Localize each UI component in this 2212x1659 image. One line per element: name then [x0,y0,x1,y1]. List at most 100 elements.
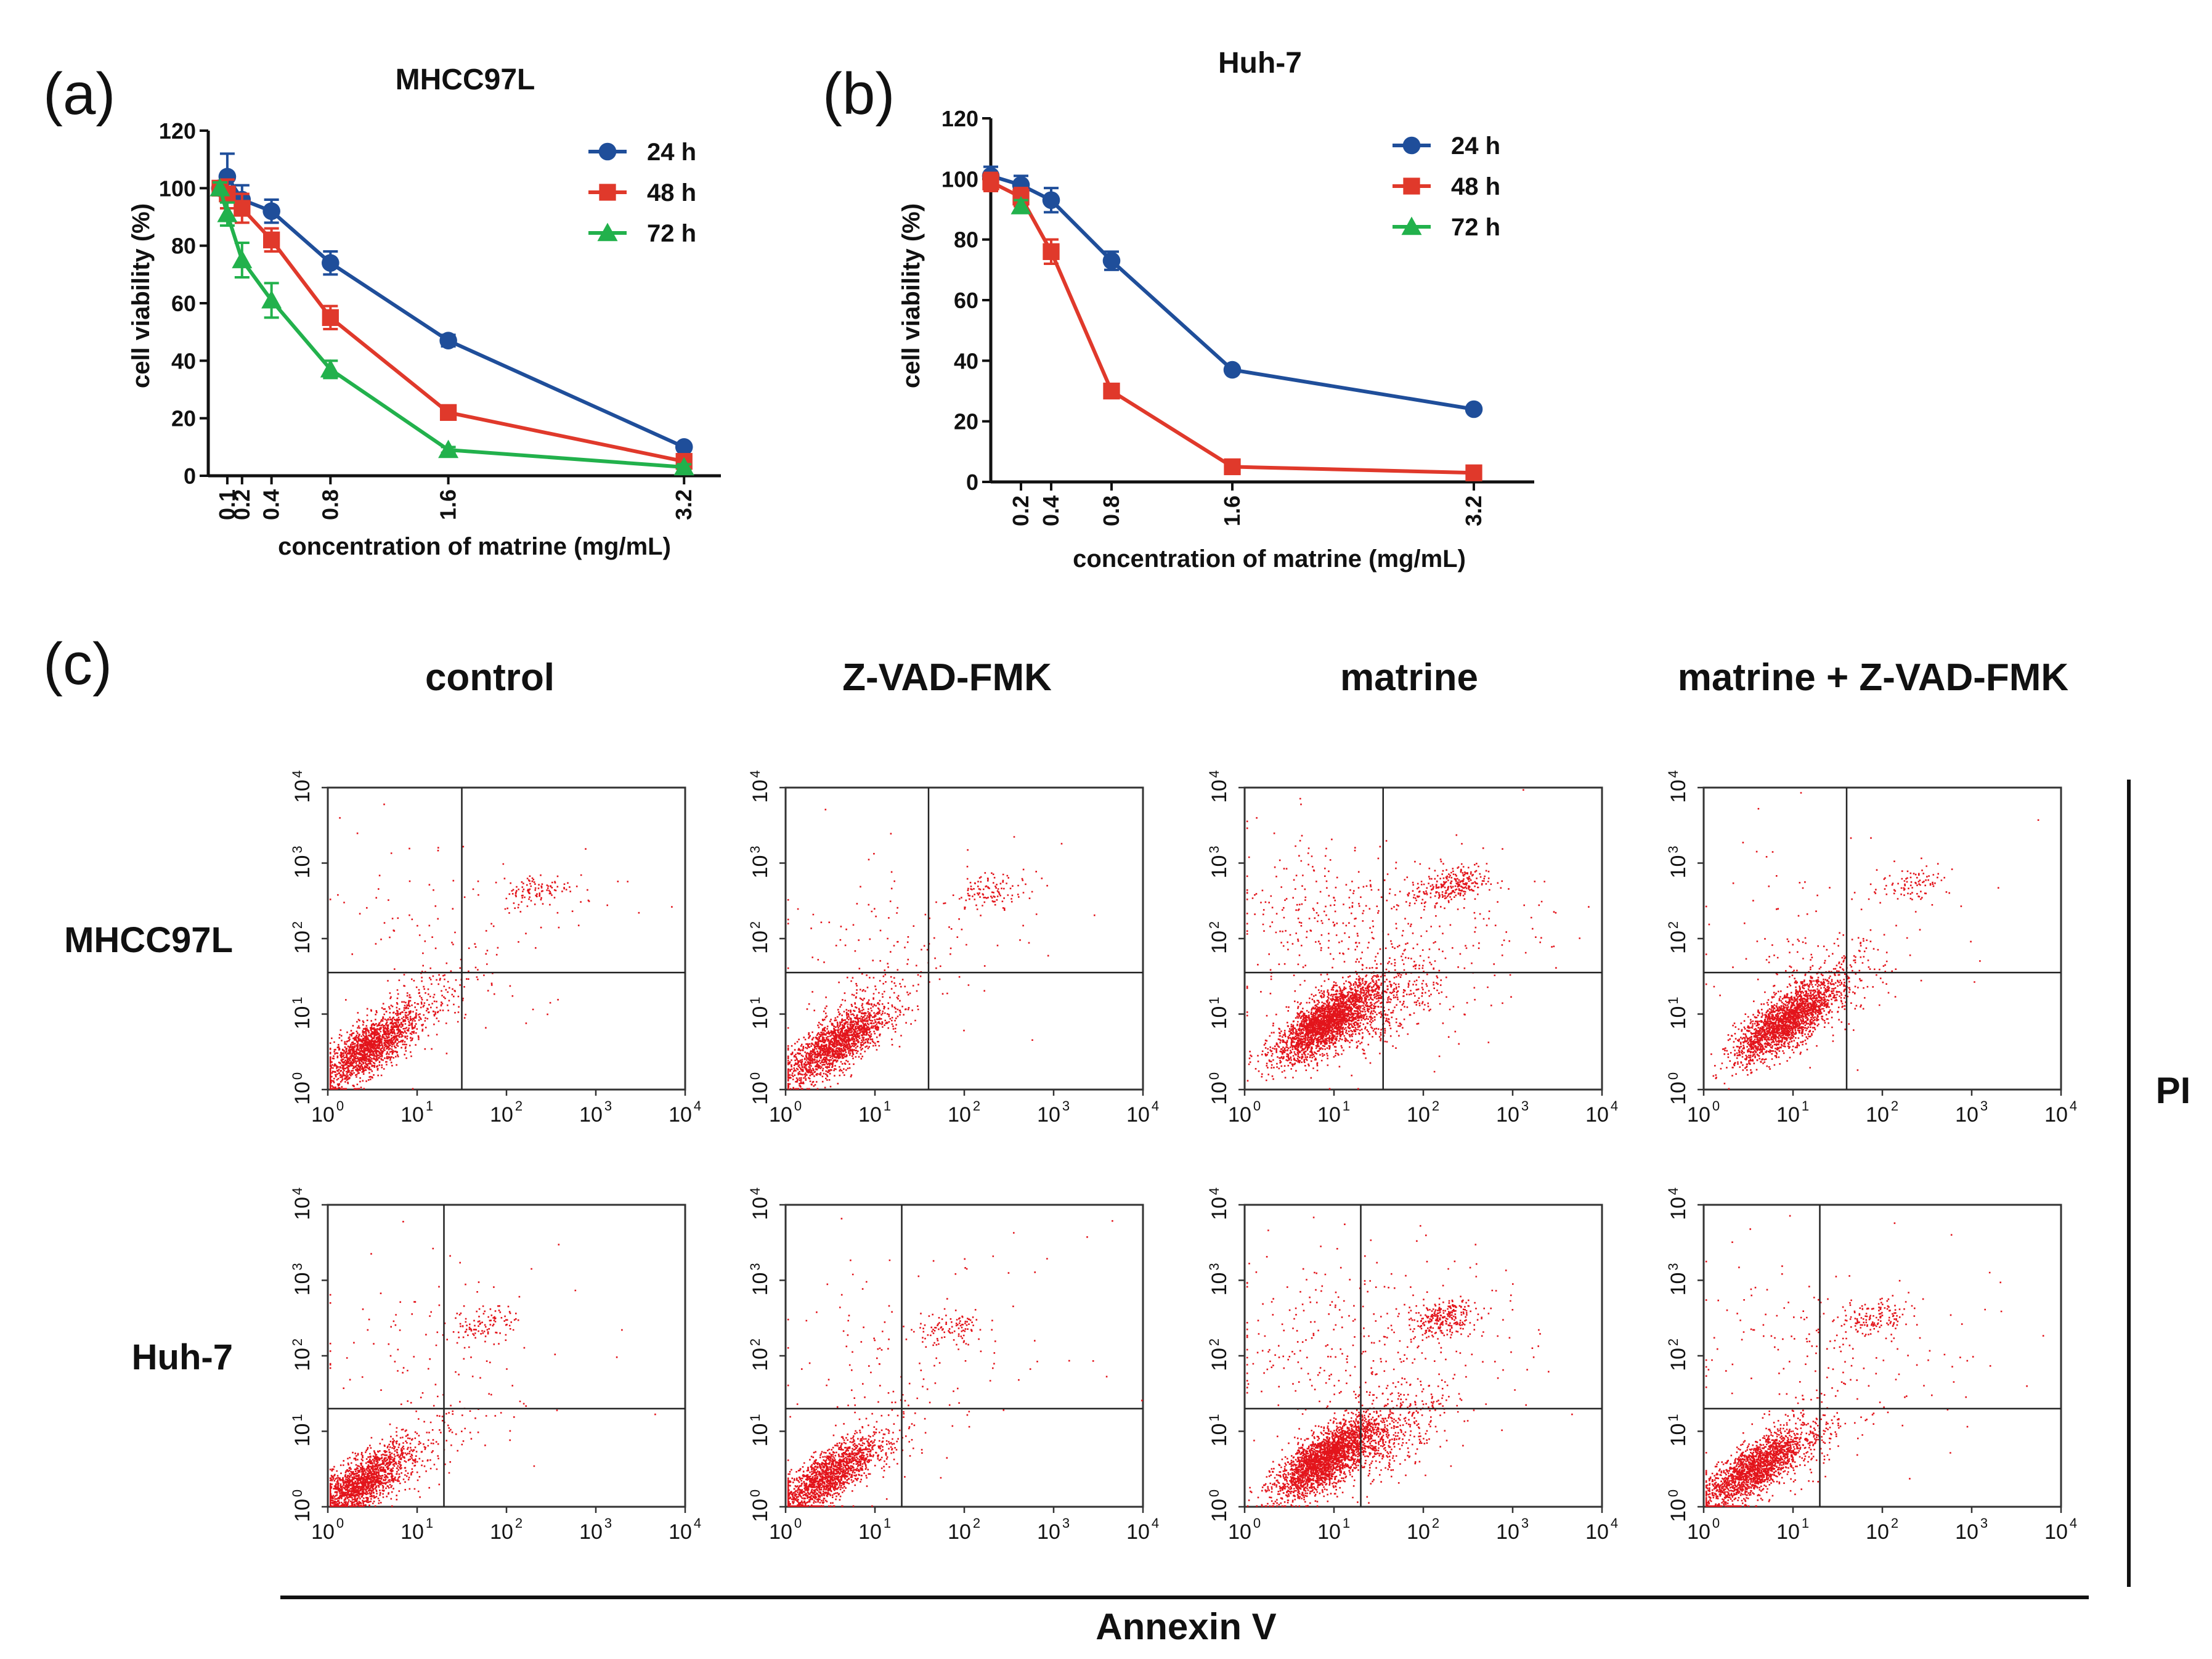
y-tick-label: 40 [171,348,196,373]
chart-b-xticks: 0.2 0.4 0.8 1.6 3.2 [1008,482,1486,526]
event-cloud [1705,1410,1837,1507]
legend-label: 48 h [647,179,696,206]
x-tick-exponent: 3 [1062,1515,1070,1531]
y-tick-label: 10 [749,1082,772,1105]
x-tick-exponent: 3 [1980,1098,1988,1114]
x-tick-exponent: 1 [1343,1515,1350,1531]
y-tick-label: 10 [1208,1273,1231,1296]
x-tick-label: 10 [948,1520,971,1544]
y-tick-label: 20 [171,406,196,431]
data-point [1103,382,1120,400]
x-tick-label: 10 [1126,1520,1150,1544]
chart-b-ylabel: cell viability (%) [898,203,925,388]
x-tick-exponent: 0 [1712,1098,1720,1114]
data-point [1402,136,1421,155]
data-point [263,231,280,248]
y-tick-label: 10 [749,1006,772,1030]
y-tick-label: 10 [1208,931,1231,954]
event-cloud [329,1400,450,1507]
y-tick-exponent: 2 [1665,1339,1681,1346]
data-point [599,184,616,201]
x-tick-exponent: 2 [973,1098,980,1114]
y-tick-exponent: 2 [290,921,305,929]
plot-frame [1702,1204,2062,1508]
x-tick-label: 10 [1407,1103,1430,1127]
x-tick-exponent: 0 [794,1098,802,1114]
event-cloud [1832,1295,1952,1349]
y-tick-label: 20 [954,409,978,434]
y-tick-label: 10 [1208,855,1231,879]
y-tick-label: 10 [1667,1082,1690,1105]
y-tick-label: 100 [941,166,978,192]
flow-column-titles: control Z-VAD-FMK matrine matrine + Z-VA… [425,656,2068,699]
chart-b-title: Huh-7 [1218,47,1302,79]
y-tick-exponent: 0 [290,1072,305,1080]
y-tick-label: 10 [291,1006,314,1030]
x-tick-label: 1.6 [1219,495,1245,526]
chart-b-yticks: 0 20 40 60 80 100 120 [941,106,991,495]
y-tick-exponent: 2 [1206,921,1222,929]
data-point [322,254,340,272]
y-tick-label: 60 [954,288,978,313]
x-tick-exponent: 2 [1891,1098,1898,1114]
y-tick-exponent: 1 [1665,997,1681,1004]
y-tick-label: 10 [1667,780,1690,803]
x-tick-label: 10 [311,1520,335,1544]
x-tick-exponent: 1 [1802,1515,1809,1531]
y-tick-exponent: 1 [1665,1414,1681,1421]
data-point [597,222,618,242]
x-tick-exponent: 3 [604,1515,612,1531]
x-tick-label: 10 [1037,1520,1060,1544]
y-tick-exponent: 2 [1206,1339,1222,1346]
x-tick-label: 10 [1687,1520,1710,1544]
x-tick-exponent: 4 [1611,1515,1618,1531]
x-tick-exponent: 4 [1152,1098,1159,1114]
y-tick-label: 10 [749,1197,772,1220]
x-tick-label: 1.6 [436,489,461,520]
x-tick-exponent: 2 [515,1515,523,1531]
y-tick-label: 10 [1667,1499,1690,1522]
x-tick-exponent: 2 [1891,1515,1898,1531]
x-tick-label: 0.4 [1038,495,1063,526]
data-point [982,173,999,190]
data-point [209,177,230,197]
column-title-control: control [425,656,555,699]
panel-letter-c: (c) [43,631,112,697]
y-tick-exponent: 4 [290,1188,305,1195]
data-point [1465,464,1482,481]
data-point [1042,191,1060,210]
y-tick-label: 80 [171,234,196,259]
x-tick-exponent: 0 [1712,1515,1720,1531]
x-tick-label: 10 [1496,1103,1519,1127]
x-tick-exponent: 1 [426,1098,433,1114]
y-tick-label: 40 [954,348,978,373]
y-tick-exponent: 1 [1206,1414,1222,1421]
x-tick-label: 0.2 [229,489,254,520]
x-tick-label: 10 [948,1103,971,1127]
event-cloud [1705,1215,1882,1462]
x-tick-exponent: 4 [694,1098,701,1114]
y-tick-label: 10 [1208,1424,1231,1447]
x-tick-label: 10 [769,1103,792,1127]
x-tick-exponent: 3 [604,1098,612,1114]
x-tick-exponent: 3 [1062,1098,1070,1114]
event-cloud [1744,924,1897,1070]
data-point [234,200,251,217]
y-tick-exponent: 3 [747,846,763,853]
chart-a-xlabel: concentration of matrine (mg/mL) [278,533,671,560]
x-tick-label: 10 [401,1103,424,1127]
y-tick-label: 120 [159,118,196,144]
y-tick-exponent: 4 [1665,1188,1681,1195]
y-tick-label: 10 [1667,1348,1690,1371]
legend-label: 48 h [1451,173,1500,200]
y-tick-exponent: 0 [290,1490,305,1497]
y-tick-label: 10 [1667,931,1690,954]
y-tick-exponent: 1 [1206,997,1222,1004]
y-tick-label: 10 [291,780,314,803]
y-tick-label: 0 [966,470,978,495]
y-tick-exponent: 3 [1665,846,1681,853]
data-point [262,202,280,220]
x-tick-exponent: 0 [794,1515,802,1531]
